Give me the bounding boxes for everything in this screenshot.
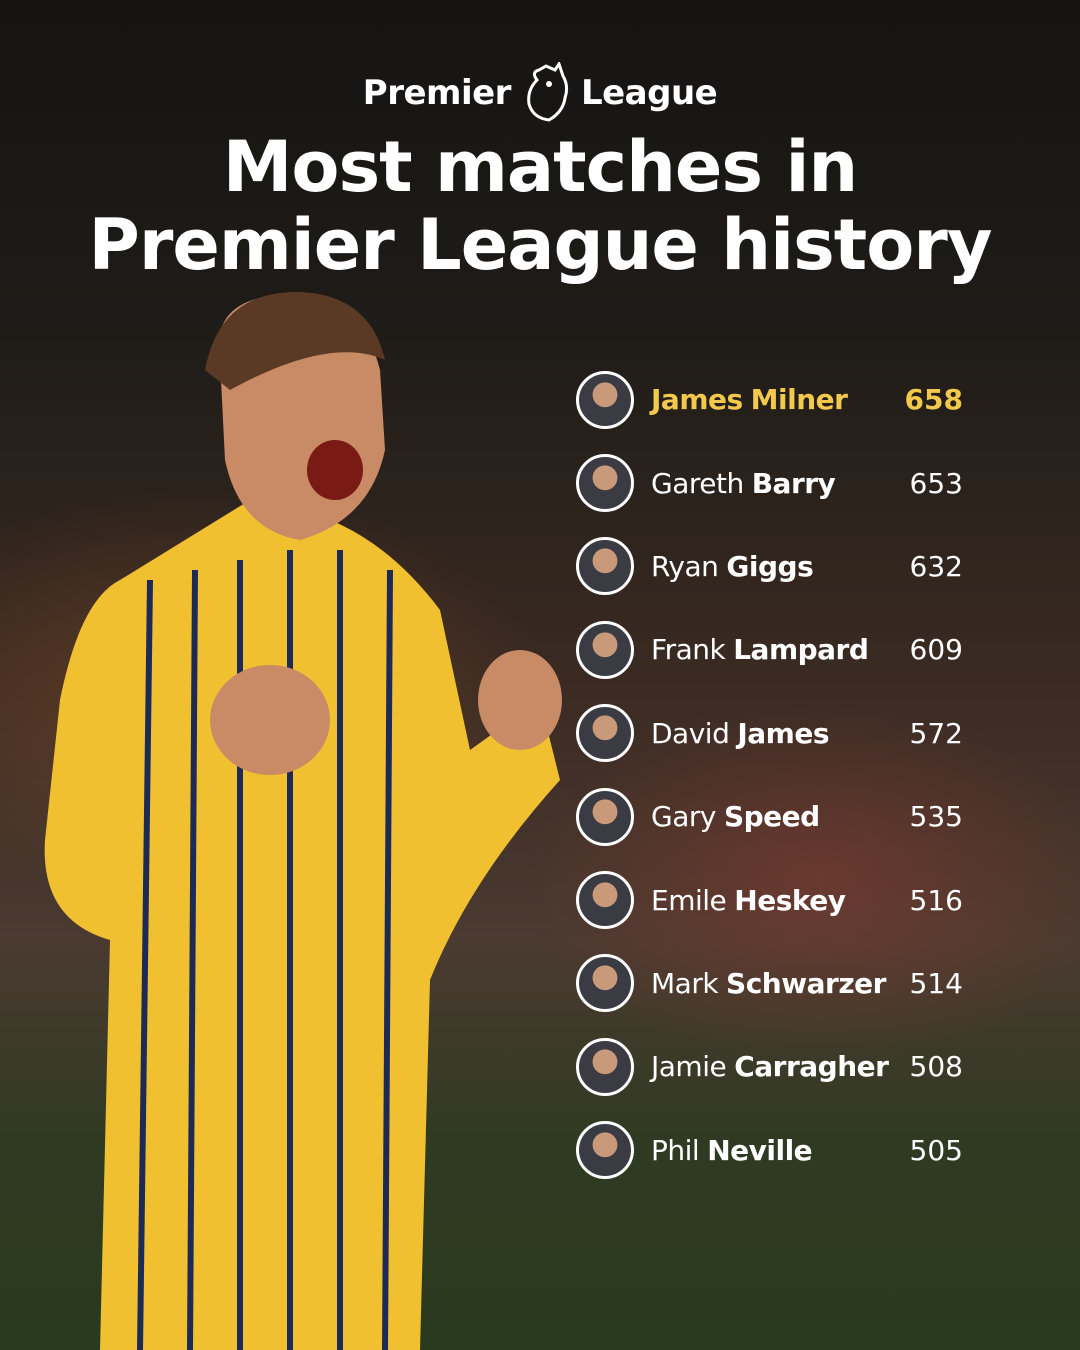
- first-name: Gary: [651, 800, 716, 834]
- player-row: James Milner 658: [576, 358, 966, 441]
- match-count: 632: [909, 549, 963, 583]
- player-row: Emile Heskey 516: [576, 858, 966, 941]
- first-name: Jamie: [651, 1050, 727, 1084]
- last-name: James: [737, 716, 829, 750]
- first-name: Emile: [651, 883, 727, 917]
- match-count: 508: [909, 1050, 963, 1084]
- last-name: Schwarzer: [726, 966, 886, 1000]
- last-name: Lampard: [733, 633, 869, 667]
- player-avatar: [576, 1037, 634, 1096]
- first-name: Phil: [651, 1133, 700, 1167]
- player-name: Ryan Giggs: [651, 549, 814, 583]
- player-name: Phil Neville: [651, 1133, 813, 1167]
- player-avatar: [576, 454, 634, 513]
- brand-text: League: [580, 73, 718, 113]
- player-row: Mark Schwarzer 514: [576, 942, 966, 1025]
- last-name: Heskey: [734, 883, 846, 917]
- player-avatar: [576, 871, 634, 930]
- match-count: 653: [909, 466, 963, 500]
- first-name: Gareth: [651, 466, 744, 500]
- first-name: David: [651, 716, 730, 750]
- ranking-list: James Milner 658 Gareth Barry 653 Ryan Giggs 632…: [576, 358, 966, 1192]
- player-name: Frank Lampard: [651, 633, 869, 667]
- match-count: 658: [904, 383, 963, 417]
- player-avatar: [576, 704, 634, 763]
- match-count: 609: [909, 633, 963, 667]
- player-name: Mark Schwarzer: [651, 967, 886, 1000]
- last-name: Barry: [751, 466, 836, 500]
- match-count: 505: [909, 1133, 963, 1167]
- player-row: Gareth Barry 653: [576, 441, 966, 524]
- player-avatar: [576, 620, 634, 679]
- player-avatar: [576, 1121, 634, 1180]
- match-count: 514: [909, 966, 963, 1000]
- player-name: James Milner: [651, 383, 848, 417]
- player-name: Emile Heskey: [651, 883, 846, 917]
- player-photo: [44, 291, 562, 1350]
- last-name: Speed: [723, 800, 820, 834]
- player-avatar: [576, 370, 634, 429]
- brand: Premier League: [0, 62, 1080, 124]
- player-row: Jamie Carragher 508: [576, 1025, 966, 1108]
- last-name: Carragher: [734, 1050, 889, 1084]
- player-row: Ryan Giggs 632: [576, 525, 966, 608]
- match-count: 572: [909, 716, 963, 750]
- player-row: Phil Neville 505: [576, 1109, 966, 1192]
- player-name: David James: [651, 717, 829, 750]
- brand-logo: [527, 62, 569, 122]
- brand-text: Premier: [362, 73, 512, 113]
- player-row: Frank Lampard 609: [576, 608, 966, 691]
- first-name: James: [651, 383, 743, 417]
- player-name: Gary Speed: [651, 800, 820, 833]
- last-name: Milner: [750, 383, 848, 417]
- match-count: 535: [909, 800, 963, 834]
- title-line: Most matches in: [222, 126, 859, 208]
- title: Most matches in Premier League history: [0, 128, 1080, 284]
- player-avatar: [576, 954, 634, 1013]
- player-row: David James 572: [576, 692, 966, 775]
- match-count: 516: [909, 883, 963, 917]
- player-avatar: [576, 787, 634, 846]
- player-row: Gary Speed 535: [576, 775, 966, 858]
- last-name: Giggs: [726, 549, 814, 583]
- first-name: Frank: [651, 633, 726, 667]
- player-avatar: [576, 537, 634, 596]
- first-name: Ryan: [651, 549, 719, 583]
- player-name: Jamie Carragher: [651, 1050, 889, 1084]
- first-name: Mark: [651, 966, 719, 1000]
- player-name: Gareth Barry: [651, 466, 836, 500]
- last-name: Neville: [707, 1133, 813, 1167]
- title-line: Premier League history: [88, 204, 993, 286]
